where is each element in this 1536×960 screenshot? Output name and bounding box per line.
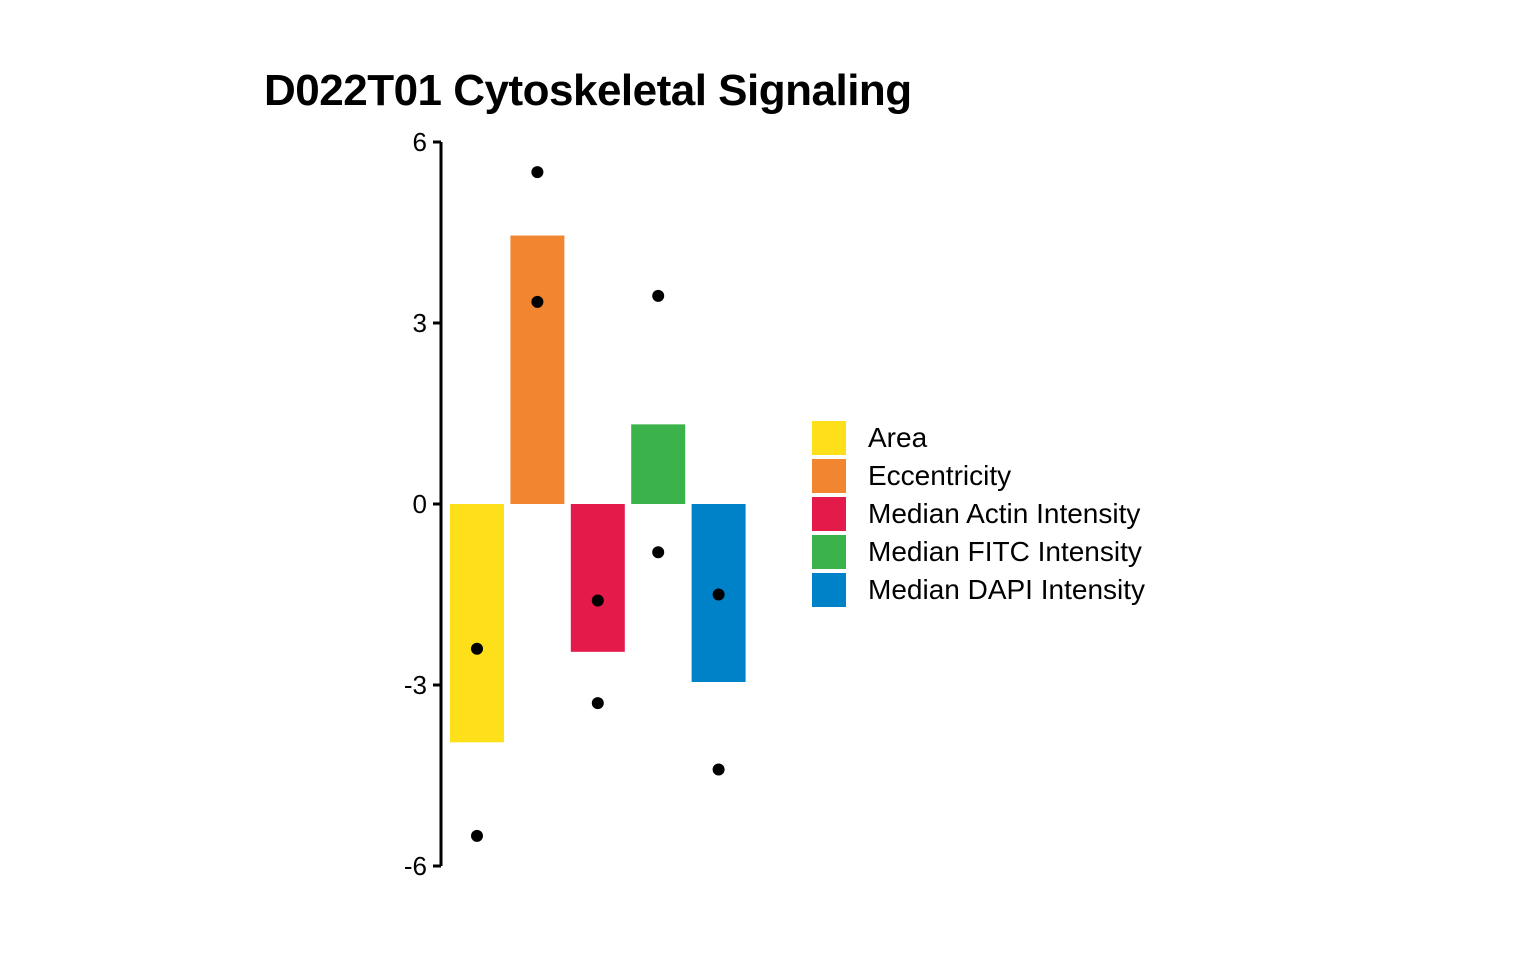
- y-tick-label: -3: [404, 670, 427, 700]
- data-point: [531, 166, 544, 179]
- data-point: [531, 295, 544, 308]
- legend-label: Median Actin Intensity: [868, 498, 1141, 529]
- y-tick-label: 6: [413, 127, 427, 157]
- legend-item: Median FITC Intensity: [812, 533, 1145, 571]
- y-axis: 6 3 0 -3 -6: [404, 127, 443, 881]
- legend-item: Median DAPI Intensity: [812, 571, 1145, 609]
- legend-label: Median DAPI Intensity: [868, 574, 1146, 605]
- data-point: [471, 642, 483, 655]
- legend-item: Area: [812, 419, 1145, 457]
- legend-swatch: [812, 573, 846, 607]
- bar-median-fitc-intensity: [631, 424, 686, 504]
- legend-label: Area: [868, 422, 928, 453]
- data-point: [712, 588, 725, 601]
- data-point: [591, 697, 604, 710]
- legend-swatch: [812, 535, 846, 569]
- points-group: [471, 166, 725, 842]
- bar-median-actin-intensity: [570, 504, 625, 652]
- legend-label: Median FITC Intensity: [868, 536, 1142, 567]
- legend-item: Median Actin Intensity: [812, 495, 1145, 533]
- data-point: [712, 763, 725, 776]
- legend-swatch: [812, 459, 846, 493]
- legend-swatch: [812, 421, 846, 455]
- data-point: [471, 829, 483, 842]
- bar-area: [450, 504, 504, 743]
- bars-group: [450, 235, 746, 743]
- legend-swatch: [812, 497, 846, 531]
- bar-eccentricity: [510, 235, 565, 504]
- y-tick-label: 0: [413, 489, 427, 519]
- legend: Area Eccentricity Median Actin Intensity…: [812, 419, 1145, 609]
- data-point: [652, 546, 665, 559]
- legend-label: Eccentricity: [868, 460, 1012, 491]
- y-tick-label: -6: [404, 851, 427, 881]
- chart-title: D022T01 Cytoskeletal Signaling: [264, 66, 912, 115]
- data-point: [652, 289, 665, 302]
- y-tick-label: 3: [413, 308, 427, 338]
- data-point: [591, 594, 604, 607]
- legend-item: Eccentricity: [812, 457, 1145, 495]
